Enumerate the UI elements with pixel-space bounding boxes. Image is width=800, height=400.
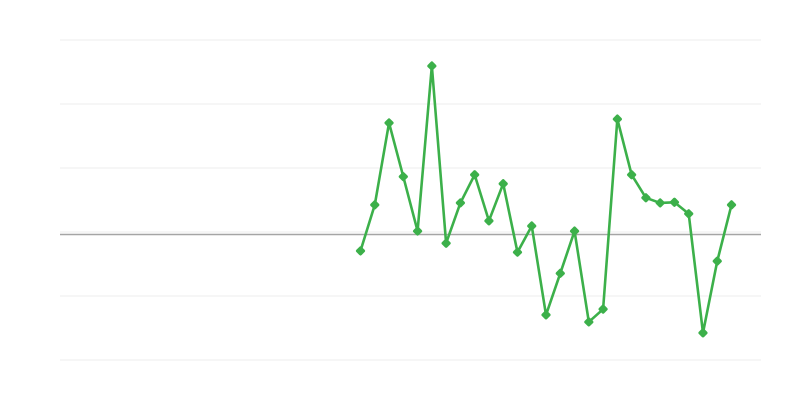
data-point-marker[interactable] <box>541 310 551 320</box>
data-point-marker[interactable] <box>569 226 580 236</box>
data-point-marker[interactable] <box>498 178 508 189</box>
data-point-marker[interactable] <box>398 171 408 182</box>
data-point-marker[interactable] <box>355 246 366 256</box>
data-point-marker[interactable] <box>584 317 594 327</box>
data-point-marker[interactable] <box>370 200 380 210</box>
data-point-marker[interactable] <box>384 118 394 128</box>
data-point-marker[interactable] <box>484 216 494 226</box>
data-point-marker[interactable] <box>527 221 537 231</box>
data-point-marker[interactable] <box>726 200 737 210</box>
data-point-marker[interactable] <box>455 198 465 208</box>
data-point-marker[interactable] <box>641 193 651 203</box>
data-point-marker[interactable] <box>655 198 665 208</box>
data-point-marker[interactable] <box>712 256 722 266</box>
data-point-marker[interactable] <box>427 61 437 71</box>
data-point-marker[interactable] <box>612 114 622 124</box>
data-point-marker[interactable] <box>626 170 637 180</box>
data-point-marker[interactable] <box>469 170 480 180</box>
data-point-marker[interactable] <box>698 328 708 338</box>
data-point-marker[interactable] <box>412 226 423 236</box>
data-point-marker[interactable] <box>555 268 565 278</box>
data-point-marker[interactable] <box>683 209 694 219</box>
data-point-marker[interactable] <box>598 304 608 314</box>
data-point-marker[interactable] <box>512 247 523 257</box>
data-point-marker[interactable] <box>441 238 451 248</box>
data-point-marker[interactable] <box>669 197 680 207</box>
